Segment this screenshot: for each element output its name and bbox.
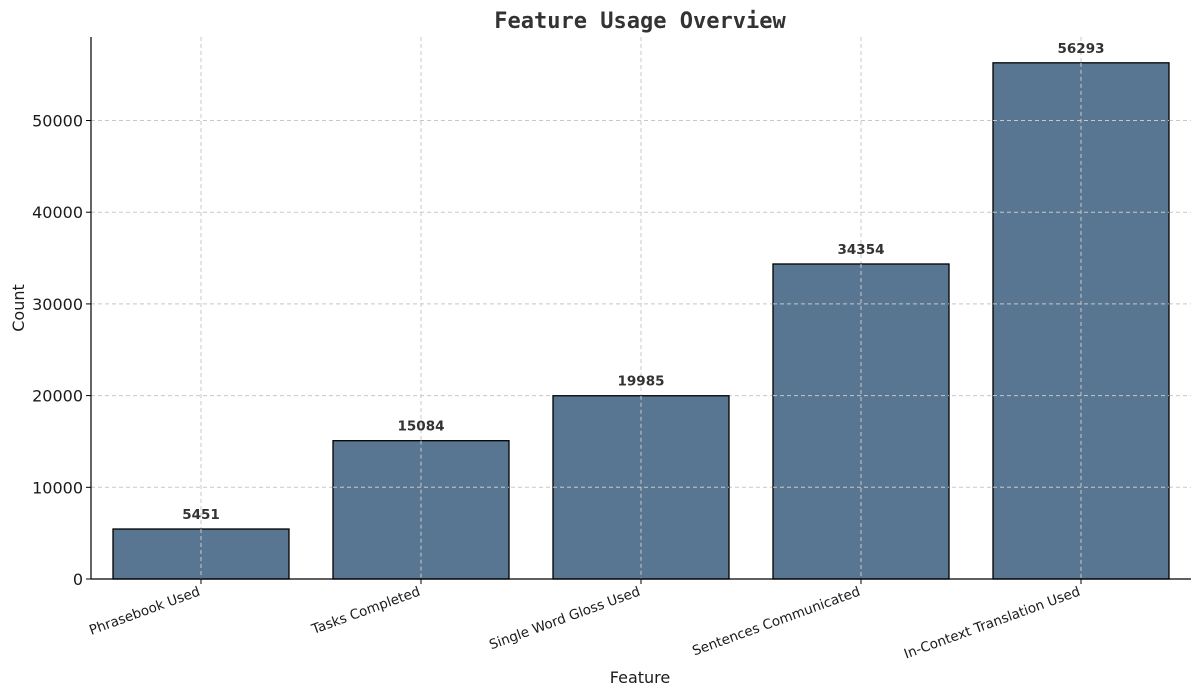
bar-value-label: 5451 (182, 507, 220, 523)
bar (332, 440, 510, 580)
y-axis-label: Count (9, 284, 28, 332)
x-tick-label: Single Word Gloss Used (487, 584, 642, 654)
x-tick-layer: Phrasebook Used Tasks Completed Single Wor… (87, 579, 1082, 662)
chart-title: Feature Usage Overview (494, 9, 786, 34)
x-tick-label: Tasks Completed (309, 584, 423, 638)
y-tick-label: 40000 (32, 203, 83, 222)
y-tick-label: 30000 (32, 295, 83, 314)
y-tick-layer: 0 10000 20000 30000 40000 50000 (32, 112, 91, 589)
y-tick-label: 50000 (32, 112, 83, 131)
y-tick-label: 20000 (32, 387, 83, 406)
data-label-layer: 5451 15084 19985 34354 56293 (182, 41, 1169, 579)
y-tick-label: 0 (73, 570, 83, 589)
bar-value-label: 56293 (1058, 41, 1105, 57)
bar-value-label: 34354 (838, 242, 885, 258)
bar-value-label: 19985 (618, 374, 665, 390)
x-tick-label: Sentences Communicated (690, 584, 862, 660)
bar-value-label: 15084 (398, 419, 445, 435)
y-tick-label: 10000 (32, 478, 83, 497)
x-axis-label: Feature (610, 668, 670, 687)
x-tick-label: In-Context Translation Used (902, 584, 1082, 663)
x-tick-label: Phrasebook Used (87, 584, 202, 639)
